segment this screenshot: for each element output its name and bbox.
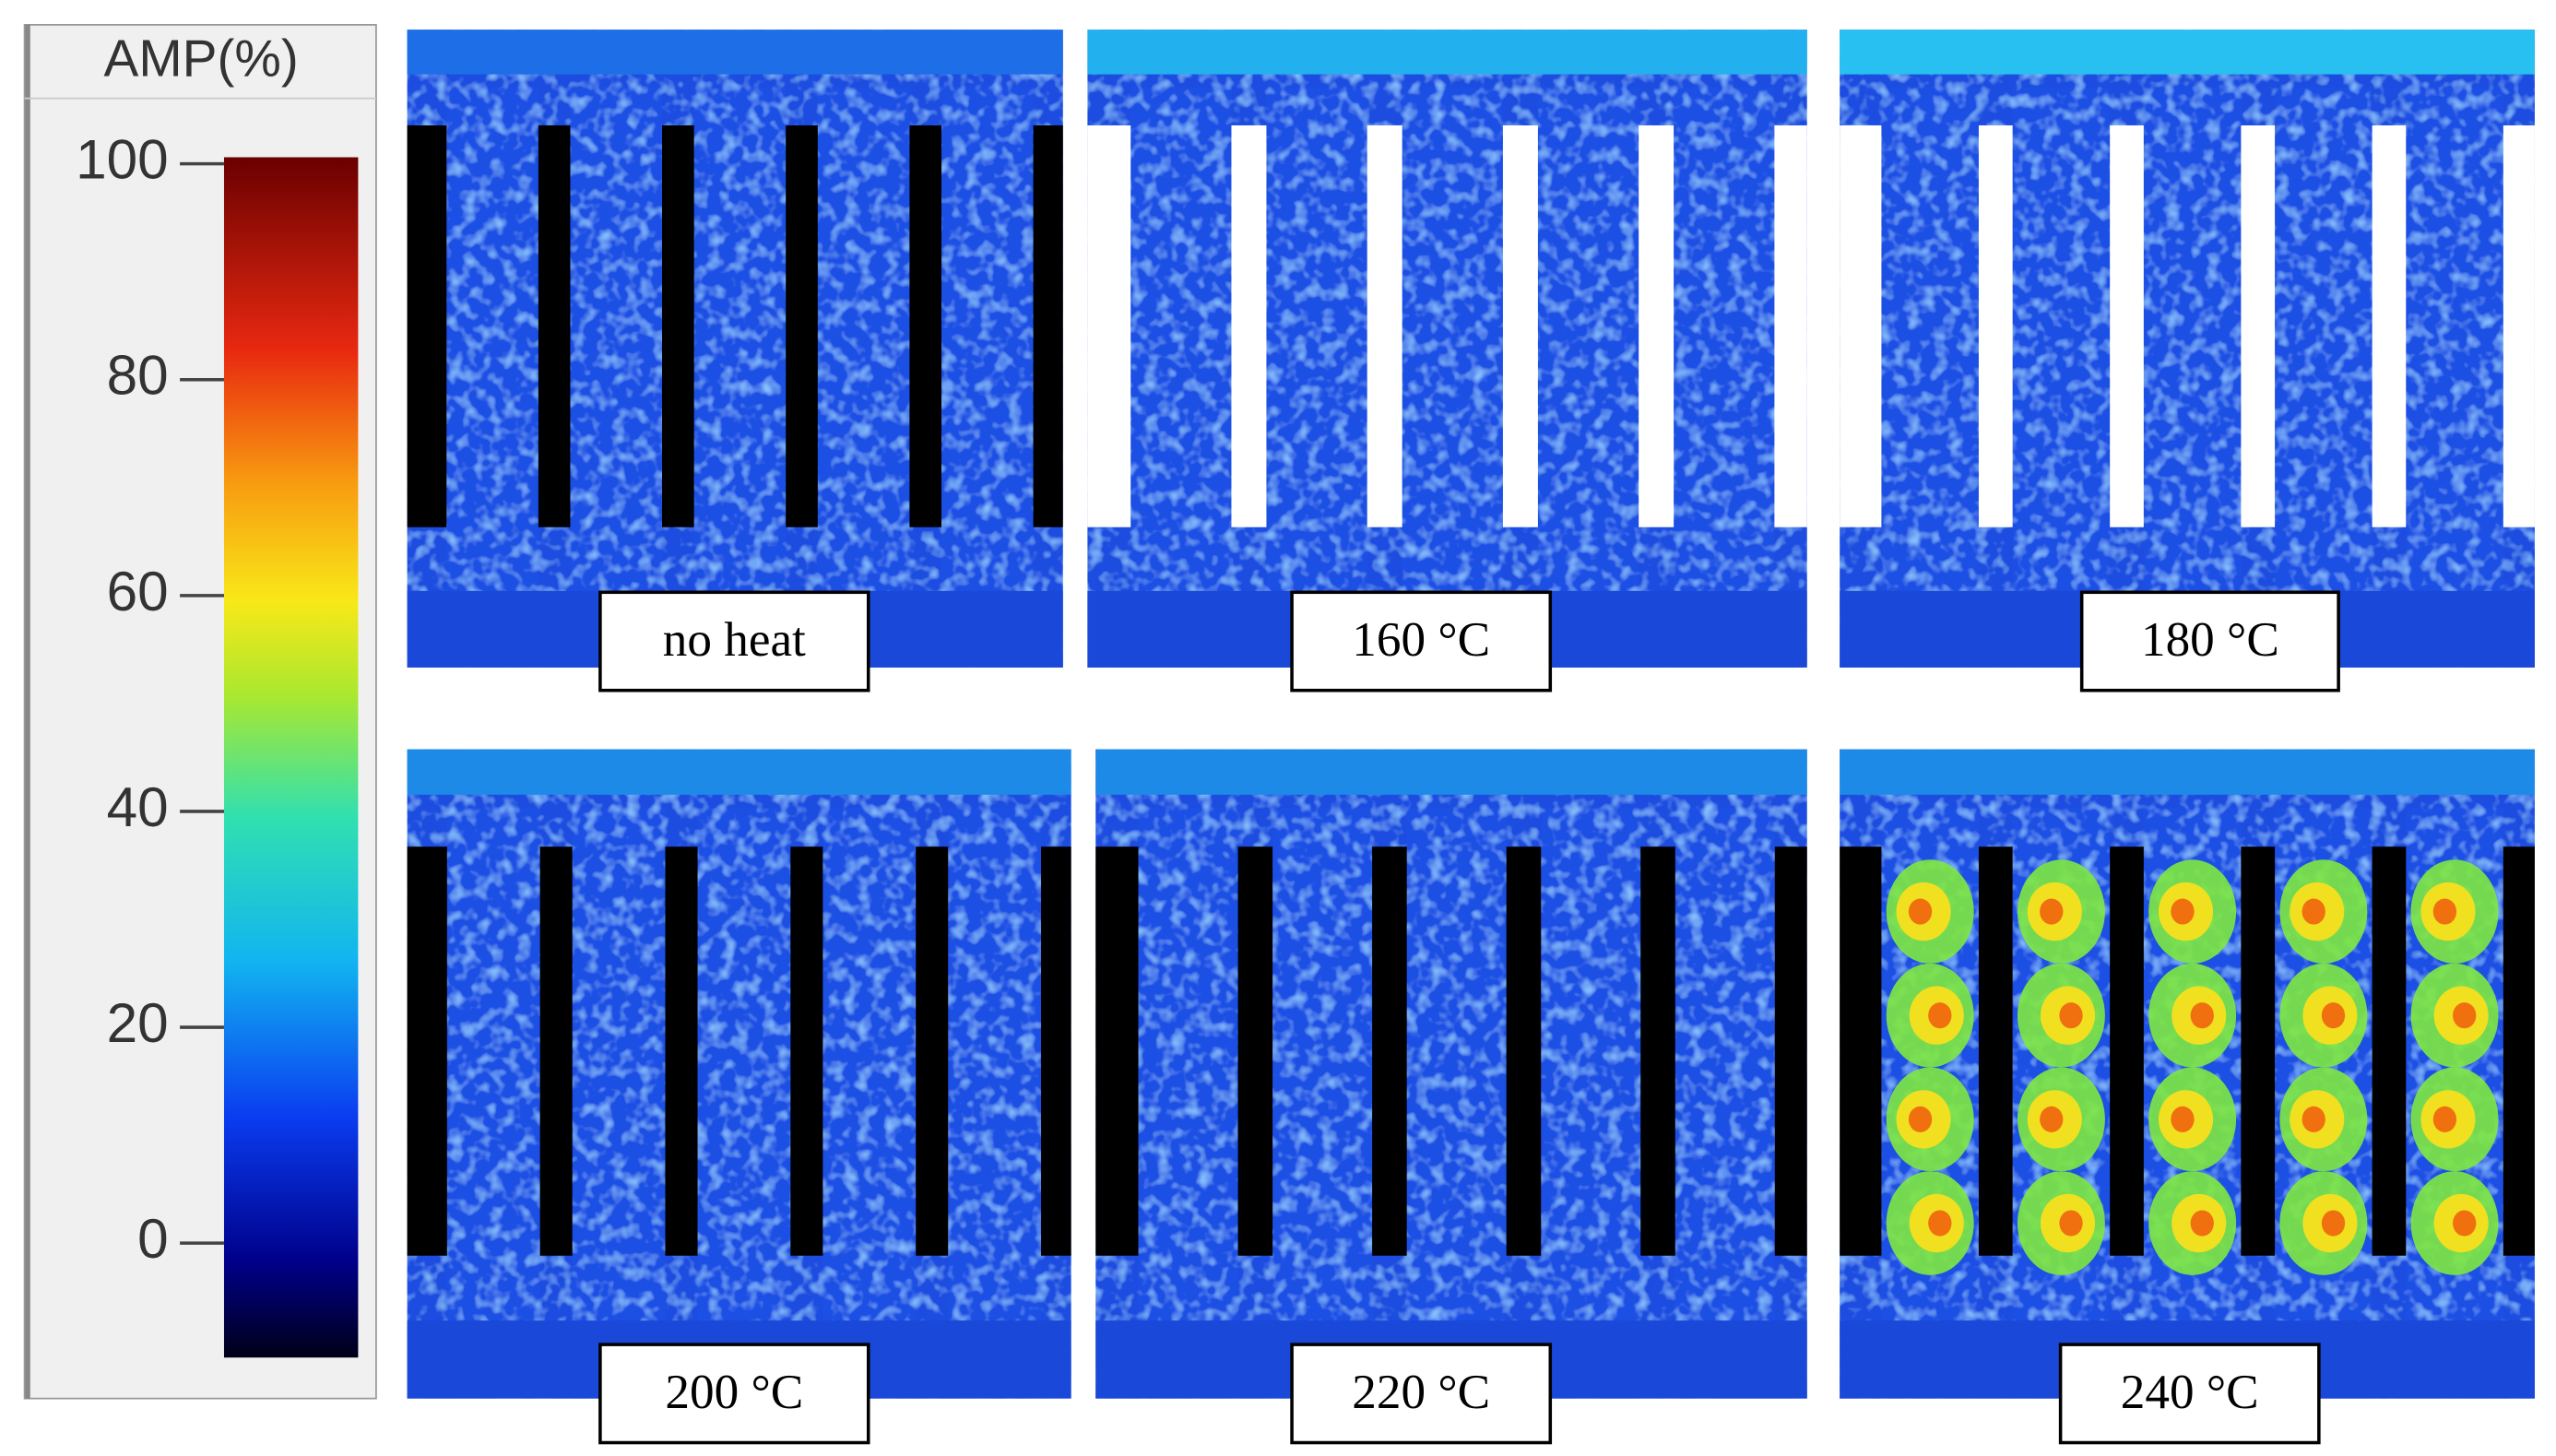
specimen-strip [1541,807,1641,1328]
hotspot [1928,1210,1952,1237]
specimen-strip [2143,87,2242,598]
ultrasound-image: 220 °C [1095,749,1807,1445]
specimen-strip [1130,87,1232,598]
specimen-strip [2012,87,2111,598]
specimen-strip [1138,807,1238,1328]
hotspot [2040,1106,2064,1132]
hotspot [2040,898,2064,925]
hotspot [2171,1106,2195,1132]
hotspot [2171,898,2195,925]
panel-label: 180 °C [2141,612,2279,667]
hotspot [2432,898,2457,925]
tick-label: 40 [107,775,169,838]
top-band [407,30,1063,75]
panel-label: no heat [663,612,806,667]
colorbar: AMP(%) 0 20 40 60 80 100 [23,24,377,1400]
specimen-strip [446,807,540,1328]
hotspot [2453,1002,2477,1029]
ultrasound-image: 180 °C [1840,30,2535,692]
panel-label: 240 °C [2121,1365,2259,1419]
specimen-strip [2275,87,2373,598]
label-box [598,1343,870,1445]
hotspot [2059,1002,2083,1029]
ultrasound-image: 160 °C [1087,30,1807,692]
tick-label: 0 [137,1207,169,1270]
top-band [1095,749,1807,795]
tick-label: 60 [107,560,169,622]
hotspot [1908,898,1933,925]
label-box [1290,1343,1553,1445]
top-band [1840,749,2535,795]
colorbar-title: AMP(%) [104,30,299,89]
specimen-strip [446,87,538,598]
specimen-strip [1406,807,1507,1328]
panels: no heat 160 °C 180 °C 200 °C 220 °C 240 °C [407,30,2535,1445]
hotspot [2190,1002,2214,1029]
hotspot [2302,898,2325,925]
specimen-strip [697,807,791,1328]
hotspot [2321,1210,2346,1237]
specimen-strip [570,87,663,598]
hotspot [2321,1002,2346,1029]
top-band [1087,30,1807,75]
hotspot [2302,1106,2325,1132]
specimen-strip [572,807,666,1328]
hotspot [2059,1210,2083,1237]
specimen-strip [693,87,787,598]
specimen-strip [1674,87,1775,598]
specimen-strip [948,807,1042,1328]
tick-label: 100 [76,128,169,191]
hotspot [2190,1210,2214,1237]
label-box [2058,1343,2321,1445]
specimen-strip [1537,87,1639,598]
panel-label: 160 °C [1352,612,1490,667]
ultrasound-image: no heat [407,30,1063,692]
specimen-strip [1881,87,1979,598]
specimen-strip [1266,87,1367,598]
hotspot [1928,1002,1952,1029]
top-band [407,749,1071,795]
specimen-strip [1674,807,1775,1328]
specimen-strip [1402,87,1503,598]
label-box [2079,590,2340,692]
specimen-strip [1272,807,1373,1328]
tick-label: 80 [107,344,169,407]
specimen-strip [817,87,910,598]
colorbar-gradient [223,157,359,1358]
hotspot [1908,1106,1933,1132]
tick-label: 20 [107,991,169,1054]
hotspot [2453,1210,2477,1237]
ultrasound-image: 200 °C [407,749,1071,1445]
panel-label: 200 °C [665,1365,803,1419]
specimen-strip [822,807,917,1328]
specimen-strip [941,87,1034,598]
ultrasound-image: 240 °C [1840,749,2535,1445]
top-band [1840,30,2535,75]
label-box [1290,590,1553,692]
hotspot [2432,1106,2457,1132]
specimen-strip [2406,87,2503,598]
panel-label: 220 °C [1352,1365,1490,1419]
label-box [598,590,870,692]
